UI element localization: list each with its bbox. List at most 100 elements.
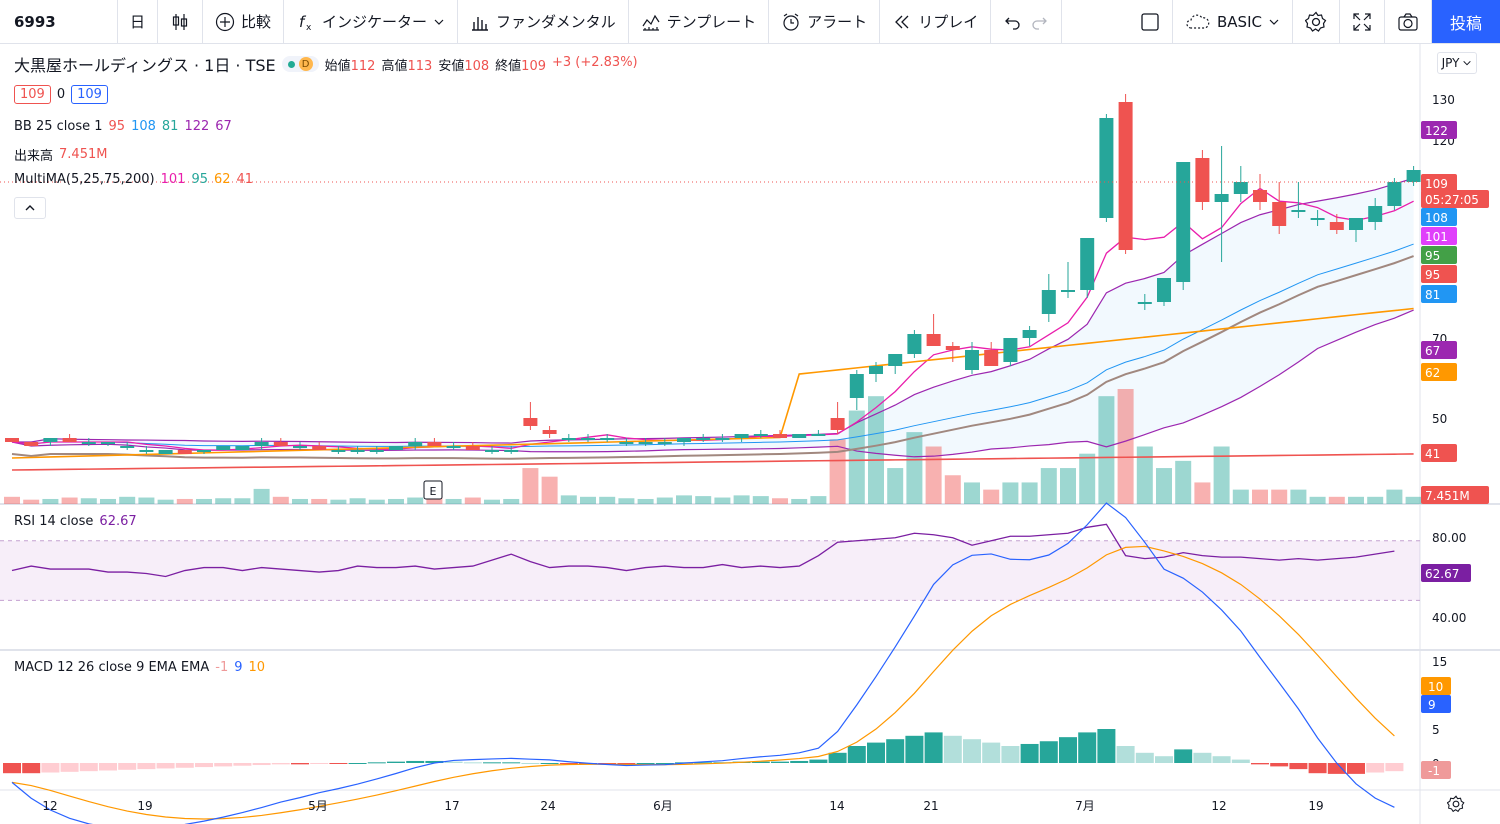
volume-bar <box>772 498 788 504</box>
snapshot-button[interactable] <box>1385 0 1432 43</box>
volume-bar <box>1405 496 1422 504</box>
layout-select-button[interactable] <box>1128 0 1173 43</box>
replay-button[interactable]: リプレイ <box>880 0 992 43</box>
bb-legend[interactable]: BB 25 close 1 95 108 81 122 67 <box>14 119 232 134</box>
volume-bar <box>349 498 366 504</box>
time-tick-label: 24 <box>540 799 555 813</box>
volume-bar <box>695 496 712 504</box>
candle-body <box>1118 102 1133 250</box>
macd-histogram-bar <box>655 763 674 764</box>
macd-histogram-bar <box>444 761 463 763</box>
price-axis-label <box>1421 444 1457 462</box>
low-value: 108 <box>464 58 490 74</box>
volume-bar <box>944 475 961 504</box>
earnings-marker[interactable] <box>423 480 443 500</box>
post-button[interactable]: 投稿 <box>1431 0 1500 43</box>
market-status-badge[interactable]: D <box>281 56 319 72</box>
time-tick-label: 12 <box>1211 799 1226 813</box>
candle-body <box>273 442 288 446</box>
symbol-search-button[interactable]: 6993 <box>0 0 118 43</box>
price-axis-label-text: 05:27:05 <box>1425 193 1479 207</box>
gear-icon <box>1304 11 1327 32</box>
buy-price-box[interactable]: 109 <box>71 85 108 104</box>
macd-histogram-bar <box>79 763 98 772</box>
interval-button[interactable]: 日 <box>118 0 159 43</box>
rsi-axis-label-text: 62.67 <box>1425 567 1459 581</box>
templates-button[interactable]: テンプレート <box>629 0 770 43</box>
volume-bar <box>1079 453 1096 504</box>
candle-body <box>350 450 365 452</box>
alert-button[interactable]: アラート <box>769 0 881 43</box>
undo-icon[interactable] <box>1003 12 1023 32</box>
macd-histogram-bar <box>137 763 156 770</box>
macd-histogram-bar <box>982 742 1001 763</box>
rewind-icon <box>895 15 909 28</box>
candle-body <box>1329 222 1344 230</box>
volume-bar <box>426 496 443 504</box>
candle-body <box>907 334 922 354</box>
candle-body <box>1272 202 1287 226</box>
candle-body <box>1406 170 1421 182</box>
settings-button[interactable] <box>1293 0 1340 43</box>
macd-legend[interactable]: MACD 12 26 close 9 EMA EMA -1 9 10 <box>14 660 265 675</box>
square-icon <box>1141 12 1159 31</box>
time-tick-label: 5月 <box>308 799 328 813</box>
volume-bar <box>1194 482 1211 504</box>
volume-bar <box>1348 496 1364 504</box>
template-icon <box>642 14 660 31</box>
candle-body <box>235 446 250 450</box>
sell-price-box[interactable]: 109 <box>14 85 51 104</box>
volume-bar <box>1367 496 1384 504</box>
macd-histogram-bar <box>1327 763 1346 774</box>
candle-body <box>734 434 749 438</box>
fundamentals-button[interactable]: ファンダメンタル <box>458 0 629 43</box>
macd-histogram-bar <box>867 742 885 763</box>
volume-bar <box>964 482 980 504</box>
currency-select[interactable]: JPY <box>1437 52 1477 74</box>
volume-legend[interactable]: 出来高 7.451M <box>14 145 107 164</box>
layout-label: BASIC <box>1217 12 1262 31</box>
volume-bar <box>656 497 673 504</box>
compare-button[interactable]: 比較 <box>203 0 285 43</box>
collapse-legend-button[interactable] <box>14 197 46 219</box>
volume-bar <box>368 499 385 504</box>
cloud-layout-button[interactable]: BASIC <box>1173 0 1293 43</box>
multima-legend[interactable]: MultiMA(5,25,75,200) 101 95 62 41 <box>14 172 253 187</box>
compare-label: 比較 <box>241 13 272 31</box>
macd-histogram-bar <box>559 763 578 764</box>
rsi-legend[interactable]: RSI 14 close 62.67 <box>14 514 137 529</box>
fullscreen-button[interactable] <box>1340 0 1385 43</box>
volume-bar <box>119 496 136 504</box>
ma25-line <box>11 255 1414 460</box>
close-value: 109 <box>521 58 546 74</box>
volume-bar <box>1117 389 1134 504</box>
macd-histogram-bar <box>943 735 962 763</box>
candle-body <box>1041 290 1056 314</box>
rsi-value: 62.67 <box>99 514 137 529</box>
candle-body <box>43 438 58 442</box>
price-axis-label-text: 109 <box>1425 177 1448 191</box>
candle-body <box>638 442 653 444</box>
macd-tick-label: 5 <box>1432 723 1440 737</box>
candle-body <box>753 434 768 436</box>
macd-axis-label <box>1421 761 1451 779</box>
candle-body <box>888 354 903 366</box>
bb-value-1: 95 <box>108 119 126 134</box>
macd-histogram-bar <box>483 762 501 764</box>
volume-bar <box>599 496 616 504</box>
chart-type-button[interactable] <box>158 0 204 43</box>
price-axis-label-text: 101 <box>1425 230 1448 244</box>
redo-icon[interactable] <box>1029 12 1049 32</box>
macd-histogram-bar <box>387 761 405 763</box>
time-tick-label: 7月 <box>1075 799 1095 813</box>
candle-body <box>1176 162 1191 282</box>
macd-histogram-bar <box>886 739 905 763</box>
chart-canvas[interactable]: E130120705012210905:27:05108101959581676… <box>0 44 1500 824</box>
plus-circle-icon <box>215 12 235 31</box>
axis-settings-button[interactable] <box>1446 795 1465 818</box>
multima-label: MultiMA(5,25,75,200) <box>14 172 155 187</box>
macd-histogram-bar <box>905 735 924 763</box>
